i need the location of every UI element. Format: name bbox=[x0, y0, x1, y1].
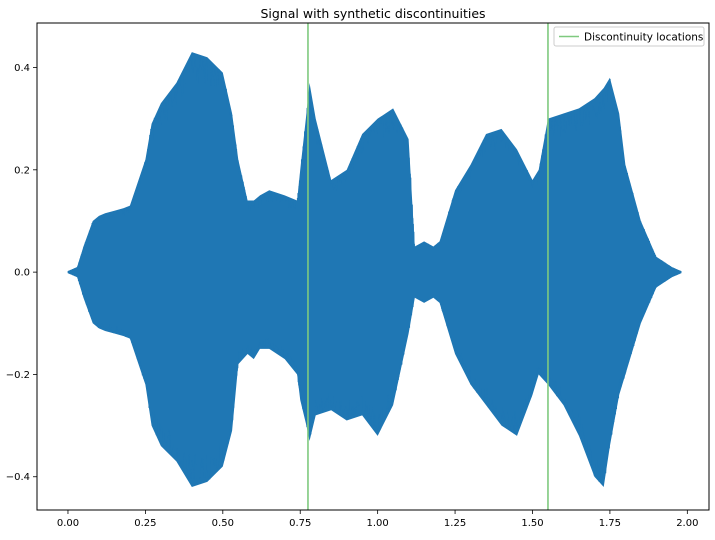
y-tick-label: 0.2 bbox=[14, 165, 30, 176]
chart-title: Signal with synthetic discontinuities bbox=[260, 6, 485, 21]
legend-box bbox=[553, 26, 705, 47]
x-tick-label: 2.00 bbox=[676, 518, 698, 529]
y-tick-label: 0.0 bbox=[14, 268, 30, 279]
x-tick-label: 0.00 bbox=[57, 518, 79, 529]
y-tick-label: −0.4 bbox=[6, 472, 30, 483]
plot-layer bbox=[67, 23, 682, 510]
x-tick-label: 1.75 bbox=[599, 518, 621, 529]
x-tick-label: 0.50 bbox=[212, 518, 234, 529]
legend: Discontinuity locations bbox=[553, 26, 705, 47]
x-tick-label: 1.00 bbox=[367, 518, 389, 529]
x-axis-ticks: 0.00 0.25 0.50 0.75 1.00 1.25 1.50 1.75 2.00 bbox=[57, 510, 698, 529]
x-tick-label: 1.25 bbox=[444, 518, 466, 529]
y-tick-label: −0.2 bbox=[6, 370, 30, 381]
y-tick-label: 0.4 bbox=[14, 63, 30, 74]
plot-area-frame bbox=[36, 22, 710, 511]
legend-label-discontinuity: Discontinuity locations bbox=[584, 32, 703, 44]
signal-series-line bbox=[67, 54, 682, 485]
x-tick-label: 0.75 bbox=[289, 518, 311, 529]
x-tick-label: 1.50 bbox=[521, 518, 543, 529]
y-axis-ticks: −0.4 −0.2 0.0 0.2 0.4 bbox=[6, 63, 37, 483]
x-tick-label: 0.25 bbox=[134, 518, 156, 529]
